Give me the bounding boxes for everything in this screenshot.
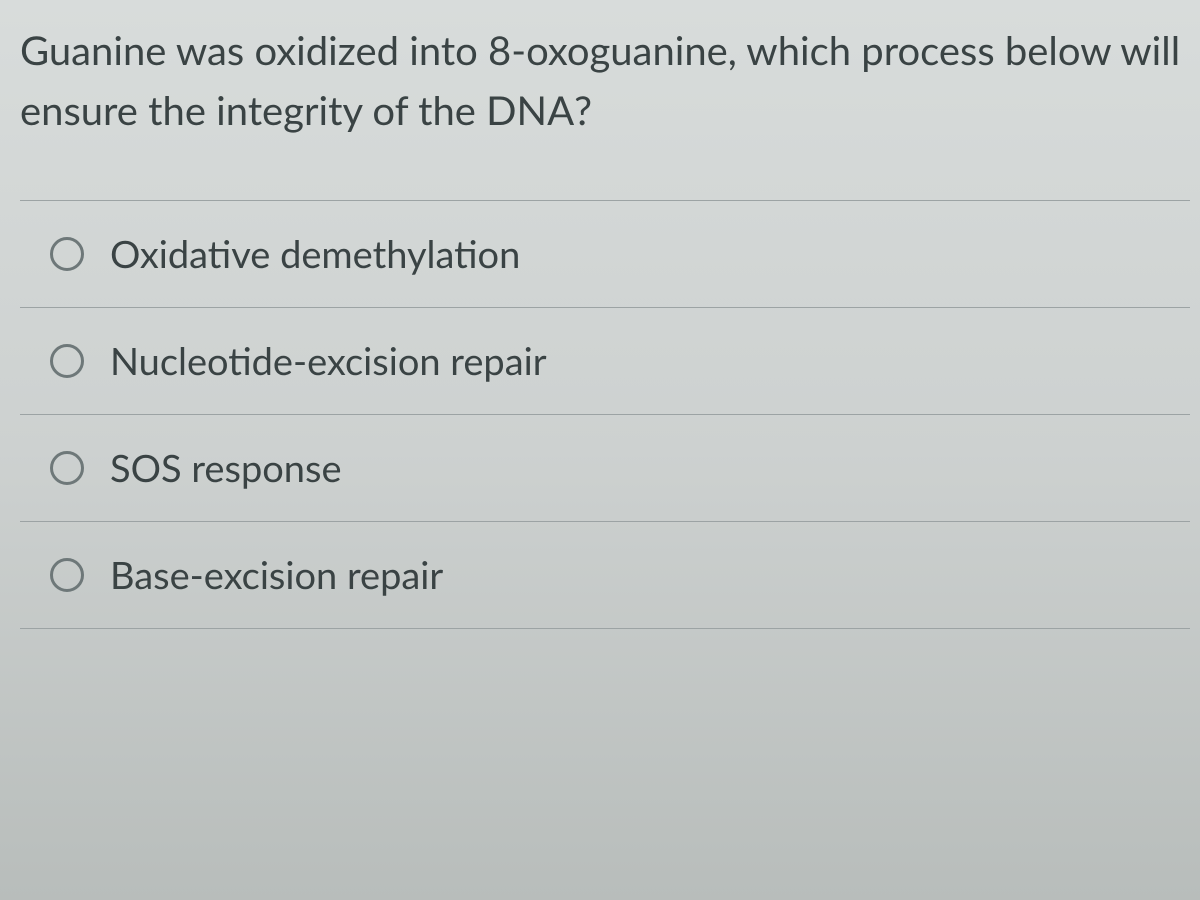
radio-icon[interactable] xyxy=(50,558,84,592)
quiz-container: Guanine was oxidized into 8-oxoguanine, … xyxy=(20,20,1190,880)
option-label: Nucleotide-excision repair xyxy=(110,338,547,384)
question-text: Guanine was oxidized into 8-oxoguanine, … xyxy=(20,20,1190,140)
option-row-3[interactable]: SOS response xyxy=(20,414,1190,521)
option-row-1[interactable]: Oxidative demethylation xyxy=(20,200,1190,307)
option-label: Base-excision repair xyxy=(110,552,443,598)
radio-icon[interactable] xyxy=(50,237,84,271)
option-row-4[interactable]: Base-excision repair xyxy=(20,521,1190,629)
options-list: Oxidative demethylation Nucleotide-excis… xyxy=(20,200,1190,629)
option-label: Oxidative demethylation xyxy=(110,231,520,277)
option-row-2[interactable]: Nucleotide-excision repair xyxy=(20,307,1190,414)
radio-icon[interactable] xyxy=(50,344,84,378)
radio-icon[interactable] xyxy=(50,451,84,485)
option-label: SOS response xyxy=(110,445,342,491)
